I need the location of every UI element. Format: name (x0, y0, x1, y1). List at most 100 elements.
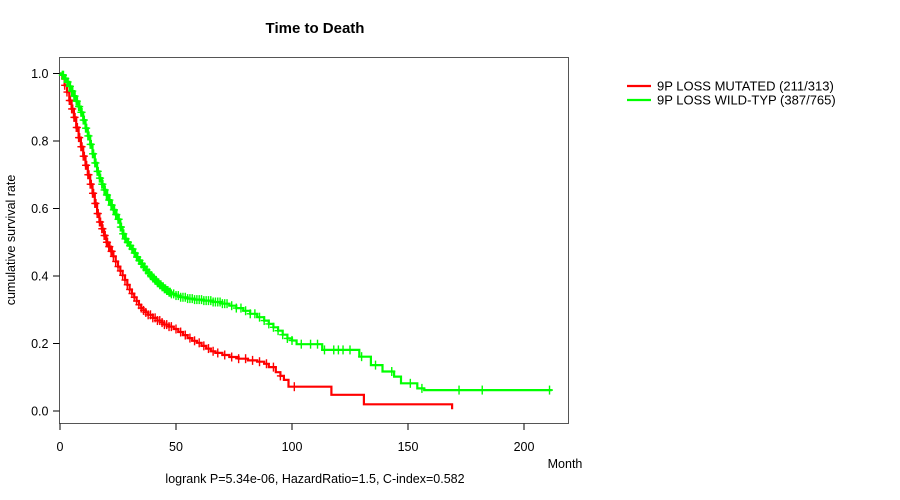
censor-mark (191, 336, 199, 346)
censor-mark (260, 316, 268, 326)
censor-mark (186, 333, 194, 343)
censor-mark (209, 346, 217, 356)
censor-mark (195, 338, 203, 348)
censor-mark (97, 173, 105, 183)
survival-curve-mutated (60, 72, 454, 410)
survival-curve-wildtype (60, 72, 552, 392)
censor-mark (83, 123, 91, 133)
censor-mark (87, 139, 95, 149)
censor-mark (117, 222, 125, 232)
censor-mark (283, 333, 291, 343)
censor-mark (111, 205, 119, 215)
censor-mark (66, 81, 74, 91)
y-tick-label: 0.8 (31, 134, 48, 148)
axes-layer: 0 50 100 150 200 0.0 0.2 0.4 0.6 0.8 1.0 (31, 57, 569, 454)
censor-mark (406, 378, 414, 388)
censor-mark (108, 246, 116, 256)
censor-mark (101, 185, 109, 195)
censor-mark (269, 362, 277, 372)
chart-title: Time to Death (266, 20, 365, 37)
legend: 9P LOSS MUTATED (211/313) 9P LOSS WILD-T… (627, 79, 836, 108)
censor-mark (115, 214, 123, 224)
censor-mark (119, 270, 127, 280)
censor-mark (228, 301, 236, 311)
censor-mark (73, 123, 81, 132)
censor-mark (177, 327, 185, 337)
censor-mark (249, 355, 257, 365)
censor-mark (78, 107, 86, 117)
censor-mark (92, 198, 100, 208)
censor-mark (256, 312, 264, 322)
x-tick-label: 150 (398, 440, 419, 454)
y-tick-label: 0.4 (31, 269, 48, 283)
censor-mark (76, 102, 84, 112)
censor-mark (237, 303, 245, 313)
censor-mark (265, 319, 273, 329)
censor-mark (85, 170, 93, 180)
censor-mark (120, 229, 128, 239)
censor-mark (372, 360, 380, 370)
plot-border (59, 57, 569, 424)
censor-mark (320, 345, 328, 355)
censor-mark (106, 242, 114, 252)
censor-mark (256, 357, 264, 367)
censor-mark (221, 350, 229, 360)
y-axis-label: cumulative survival rate (4, 175, 18, 306)
censor-mark (87, 179, 95, 189)
censor-mark (85, 131, 93, 141)
censor-mark (80, 151, 88, 161)
censor-mark (112, 256, 120, 266)
censor-mark (276, 371, 284, 381)
censor-mark (288, 335, 296, 345)
censor-mark (94, 209, 102, 219)
y-tick-label: 0.6 (31, 202, 48, 216)
censor-mark (104, 190, 112, 200)
survival-curves-layer (58, 70, 554, 410)
censor-mark (101, 231, 109, 240)
censor-mark (121, 275, 129, 285)
censor-mark (92, 158, 100, 168)
censor-mark (290, 382, 298, 392)
censor-mark (166, 287, 174, 297)
censor-mark (455, 385, 463, 395)
censor-mark (546, 385, 554, 395)
censor-mark (262, 359, 270, 369)
censor-mark (172, 324, 180, 334)
censor-mark (204, 344, 212, 354)
censor-mark (83, 160, 91, 170)
censor-mark (69, 86, 77, 96)
x-axis-label: Month (548, 457, 583, 471)
censor-mark (269, 322, 277, 332)
legend-label-wildtype: 9P LOSS WILD-TYP (387/765) (657, 93, 836, 108)
censor-mark (346, 345, 354, 355)
censor-mark (76, 133, 84, 143)
x-tick-label: 0 (57, 440, 64, 454)
censor-mark (181, 330, 189, 340)
censor-mark (307, 339, 315, 349)
censor-mark (71, 112, 79, 122)
censor-mark (279, 330, 287, 340)
x-tick-label: 100 (282, 440, 303, 454)
censor-mark (94, 166, 102, 176)
censor-mark (339, 345, 347, 355)
legend-label-mutated: 9P LOSS MUTATED (211/313) (657, 79, 834, 94)
censor-mark (358, 352, 366, 362)
censor-mark (251, 309, 259, 319)
footer-stats: logrank P=5.34e-06, HazardRatio=1.5, C-i… (165, 472, 464, 486)
censor-mark (99, 224, 107, 234)
censor-mark (113, 210, 121, 220)
censor-mark (235, 354, 243, 364)
censor-mark (228, 352, 236, 362)
censor-mark (388, 367, 396, 377)
censor-mark (109, 251, 117, 261)
censor-mark (223, 299, 231, 309)
censor-mark (80, 115, 88, 125)
censor-mark (200, 341, 208, 351)
censor-mark (108, 200, 116, 210)
censor-mark (242, 306, 250, 316)
censor-mark (167, 322, 175, 332)
censor-mark (90, 149, 98, 159)
censor-mark (106, 195, 114, 205)
